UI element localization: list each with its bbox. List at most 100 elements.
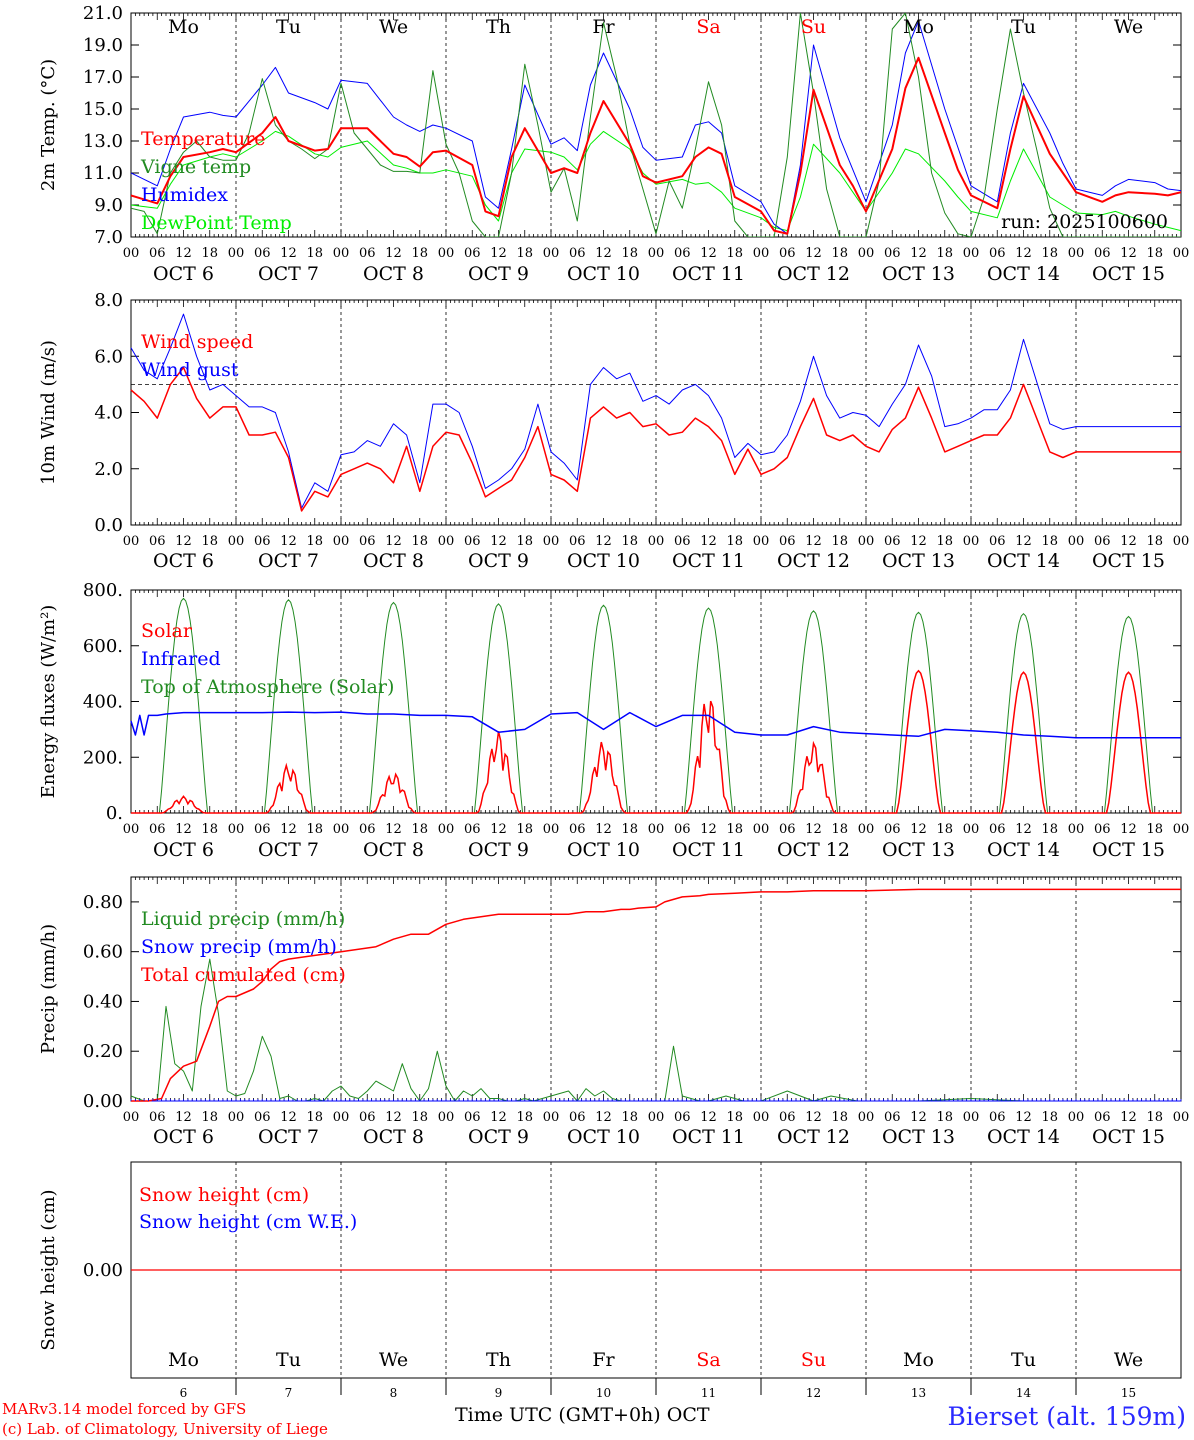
hour-tick-label: 06: [1094, 822, 1111, 837]
hour-tick-label: 12: [280, 1110, 297, 1125]
date-label: OCT 8: [363, 839, 424, 861]
hour-tick-label: 18: [306, 1110, 323, 1125]
hour-tick-label: 18: [1041, 246, 1058, 261]
hour-tick-label: 12: [280, 822, 297, 837]
day-name: We: [379, 1349, 408, 1371]
day-name: Fr: [592, 16, 615, 38]
day-number: 6: [180, 1386, 188, 1400]
date-label: OCT 7: [258, 839, 319, 861]
hour-tick-label: 18: [936, 1110, 953, 1125]
series-line: [131, 888, 1181, 1102]
hour-tick-label: 18: [1146, 246, 1163, 261]
hour-tick-label: 12: [805, 822, 822, 837]
hour-tick-label: 00: [858, 534, 875, 549]
hour-tick-label: 00: [648, 822, 665, 837]
hour-tick-label: 00: [648, 246, 665, 261]
panel-frame: [130, 299, 1182, 526]
hour-tick-label: 00: [753, 822, 770, 837]
day-name: We: [1114, 16, 1143, 38]
series-line: [131, 13, 1181, 237]
y-axis-title: 2m Temp. (°C): [38, 59, 59, 191]
hour-tick-label: 06: [674, 534, 691, 549]
hour-tick-label: 00: [1068, 246, 1085, 261]
hour-tick-label: 06: [359, 1110, 376, 1125]
date-label: OCT 13: [882, 550, 955, 572]
y-tick-label: 600.: [83, 636, 123, 657]
hour-tick-label: 12: [490, 246, 507, 261]
hour-tick-label: 18: [936, 534, 953, 549]
hour-tick-label: 06: [569, 246, 586, 261]
hour-tick-label: 12: [175, 246, 192, 261]
hour-tick-label: 18: [201, 246, 218, 261]
hour-tick-label: 00: [963, 246, 980, 261]
hour-tick-label: 18: [726, 1110, 743, 1125]
hour-tick-label: 12: [1015, 1110, 1032, 1125]
hour-tick-label: 00: [123, 534, 140, 549]
hour-tick-label: 06: [359, 822, 376, 837]
hour-tick-label: 12: [385, 1110, 402, 1125]
hour-tick-label: 00: [963, 534, 980, 549]
legend-entry: Vigne temp: [140, 156, 251, 178]
date-label: OCT 6: [153, 550, 214, 572]
hour-tick-label: 18: [306, 246, 323, 261]
date-label: OCT 10: [567, 839, 640, 861]
date-label: OCT 10: [567, 550, 640, 572]
hour-tick-label: 18: [411, 534, 428, 549]
hour-tick-label: 00: [228, 1110, 245, 1125]
day-name: Tu: [1011, 16, 1036, 38]
hour-tick-label: 06: [254, 534, 271, 549]
hour-tick-label: 12: [910, 1110, 927, 1125]
date-label: OCT 12: [777, 263, 850, 285]
hour-tick-label: 06: [254, 1110, 271, 1125]
hour-tick-label: 00: [1173, 1110, 1190, 1125]
hour-tick-label: 18: [1146, 822, 1163, 837]
legend-entry: Total cumulated (cm): [141, 964, 346, 986]
day-name: We: [1114, 1349, 1143, 1371]
hour-tick-label: 18: [516, 534, 533, 549]
date-label: OCT 14: [987, 1126, 1060, 1148]
date-label: OCT 7: [258, 550, 319, 572]
day-number: 13: [911, 1386, 926, 1400]
hour-tick-label: 18: [411, 246, 428, 261]
hour-tick-label: 12: [805, 246, 822, 261]
x-axis-month: OCT: [666, 1404, 710, 1426]
hour-tick-label: 06: [989, 246, 1006, 261]
series-line: [130, 958, 1181, 1102]
legend-entry: Wind speed: [141, 331, 253, 353]
hour-tick-label: 06: [149, 246, 166, 261]
hour-tick-label: 18: [621, 1110, 638, 1125]
day-name: Tu: [1011, 1349, 1036, 1371]
legend-entry: DewPoint Temp: [141, 212, 292, 234]
hour-tick-label: 18: [831, 246, 848, 261]
hour-tick-label: 12: [595, 1110, 612, 1125]
series-line-solar: [131, 669, 1181, 814]
date-label: OCT 8: [363, 550, 424, 572]
hour-tick-label: 18: [831, 1110, 848, 1125]
hour-tick-label: 18: [936, 822, 953, 837]
legend-entry: Snow precip (mm/h): [141, 936, 337, 958]
hour-tick-label: 18: [936, 246, 953, 261]
hour-tick-label: 00: [543, 822, 560, 837]
hour-tick-label: 00: [1068, 822, 1085, 837]
hour-tick-label: 06: [674, 1110, 691, 1125]
series-line-infrared: [130, 711, 1181, 739]
date-label: OCT 6: [153, 839, 214, 861]
date-label: OCT 12: [777, 839, 850, 861]
day-number: 10: [596, 1386, 611, 1400]
legend-entry: Infrared: [141, 648, 221, 670]
day-name: Mo: [903, 16, 934, 38]
temperature-series: [131, 13, 1181, 237]
day-number: 12: [806, 1386, 821, 1400]
hour-tick-label: 06: [989, 534, 1006, 549]
hour-tick-label: 00: [753, 246, 770, 261]
y-tick-label: 800.: [83, 580, 123, 601]
hour-tick-label: 18: [621, 246, 638, 261]
date-label: OCT 15: [1092, 550, 1165, 572]
hour-tick-label: 00: [543, 246, 560, 261]
day-number: 11: [701, 1386, 716, 1400]
y-tick-label: 0.00: [83, 1091, 123, 1112]
y-tick-label: 200.: [83, 747, 123, 768]
hour-tick-label: 06: [254, 822, 271, 837]
hour-tick-label: 12: [280, 246, 297, 261]
hour-tick-label: 06: [779, 1110, 796, 1125]
